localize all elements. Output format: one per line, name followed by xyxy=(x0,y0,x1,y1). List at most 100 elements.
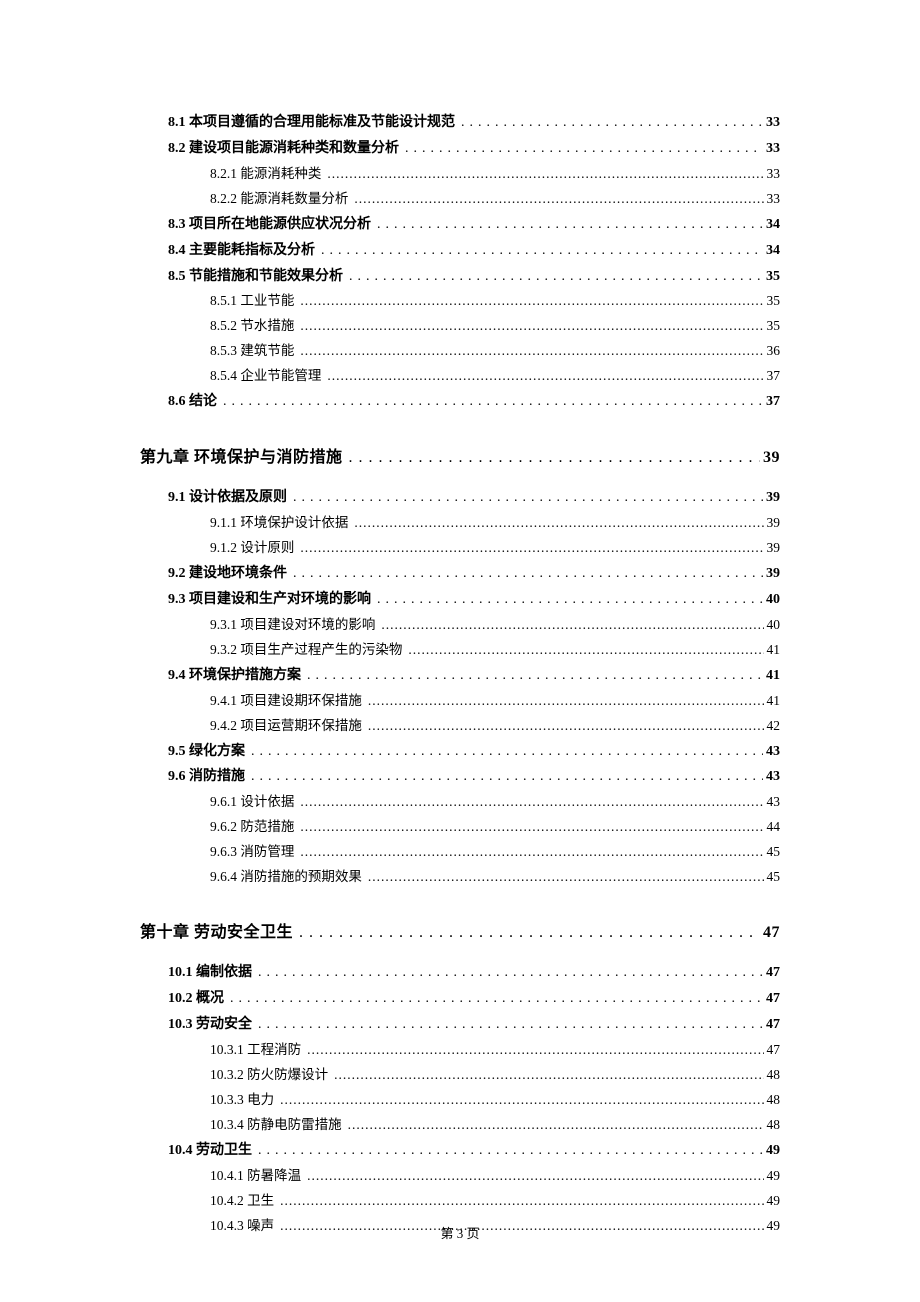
toc-entry: 10.2 概况47 xyxy=(168,986,780,1012)
toc-title: 8.1 本项目遵循的合理用能标准及节能设计规范 xyxy=(168,110,455,136)
toc-title: 8.2 建设项目能源消耗种类和数量分析 xyxy=(168,136,399,162)
toc-page: 35 xyxy=(766,264,780,290)
toc-leader xyxy=(300,314,763,339)
toc-title: 10.3 劳动安全 xyxy=(168,1012,252,1038)
toc-entry: 8.5.2 节水措施35 xyxy=(210,314,780,339)
toc-leader xyxy=(300,339,763,364)
toc-entry: 8.2.1 能源消耗种类33 xyxy=(210,162,780,187)
toc-page: 44 xyxy=(767,815,781,840)
toc-leader xyxy=(327,162,763,187)
toc-page: 39 xyxy=(766,485,780,511)
toc-title: 10.1 编制依据 xyxy=(168,960,252,986)
toc-page: 37 xyxy=(767,364,781,389)
toc-entry: 10.3 劳动安全 47 xyxy=(168,1012,780,1038)
toc-leader xyxy=(405,136,763,162)
toc-page: 48 xyxy=(767,1113,781,1138)
toc-page: 49 xyxy=(767,1164,781,1189)
toc-page: 48 xyxy=(767,1063,781,1088)
toc-entry: 10.1 编制依据 47 xyxy=(168,960,780,986)
toc-entry: 9.4.1 项目建设期环保措施 41 xyxy=(210,689,780,714)
toc-title: 10.3.4 防静电防雷措施 xyxy=(210,1113,342,1138)
toc-page: 43 xyxy=(766,739,780,765)
toc-entry: 9.6 消防措施43 xyxy=(168,764,780,790)
toc-entry: 10.3.1 工程消防47 xyxy=(210,1038,780,1063)
toc-title: 9.6.3 消防管理 xyxy=(210,840,294,865)
toc-page: 37 xyxy=(766,389,780,415)
toc-page: 45 xyxy=(767,840,781,865)
toc-leader xyxy=(258,1012,763,1038)
toc-entry: 10.3.2 防火防爆设计 48 xyxy=(210,1063,780,1088)
toc-title: 9.4 环境保护措施方案 xyxy=(168,663,301,689)
toc-title: 8.5.4 企业节能管理 xyxy=(210,364,321,389)
toc-page: 47 xyxy=(766,1012,780,1038)
toc-leader xyxy=(349,264,763,290)
toc-page: 35 xyxy=(767,289,781,314)
toc-title: 第十章 劳动安全卫生 xyxy=(140,918,293,942)
toc-entry: 9.1.1 环境保护设计依据39 xyxy=(210,511,780,536)
toc-page: 34 xyxy=(766,212,780,238)
toc-entry: 9.1.2 设计原则39 xyxy=(210,536,780,561)
toc-leader xyxy=(300,289,763,314)
toc-leader xyxy=(377,587,763,613)
toc-entry: 8.1 本项目遵循的合理用能标准及节能设计规范 33 xyxy=(168,110,780,136)
toc-entry: 9.3.1 项目建设对环境的影响40 xyxy=(210,613,780,638)
toc-title: 8.5.1 工业节能 xyxy=(210,289,294,314)
toc-leader xyxy=(334,1063,763,1088)
toc-title: 9.6.4 消防措施的预期效果 xyxy=(210,865,362,890)
toc-title: 9.1 设计依据及原则 xyxy=(168,485,287,511)
toc-leader xyxy=(348,1113,764,1138)
toc-entry: 9.6.4 消防措施的预期效果 45 xyxy=(210,865,780,890)
toc-leader xyxy=(280,1189,763,1214)
toc-title: 10.3.3 电力 xyxy=(210,1088,274,1113)
toc-leader xyxy=(293,485,763,511)
toc-title: 第九章 环境保护与消防措施 xyxy=(140,443,343,467)
toc-entry: 10.3.3 电力48 xyxy=(210,1088,780,1113)
toc-entry: 10.4 劳动卫生49 xyxy=(168,1138,780,1164)
toc-page: 41 xyxy=(767,689,781,714)
toc-leader xyxy=(300,536,763,561)
toc-entry: 8.5.3 建筑节能36 xyxy=(210,339,780,364)
toc-entry: 8.5 节能措施和节能效果分析 35 xyxy=(168,264,780,290)
toc-leader xyxy=(461,110,763,136)
toc-title: 10.2 概况 xyxy=(168,986,224,1012)
toc-entry: 8.4 主要能耗指标及分析34 xyxy=(168,238,780,264)
toc-leader xyxy=(354,187,763,212)
toc-page: 40 xyxy=(766,587,780,613)
toc-entry: 9.1 设计依据及原则 39 xyxy=(168,485,780,511)
toc-entry: 8.3 项目所在地能源供应状况分析34 xyxy=(168,212,780,238)
toc-page: 45 xyxy=(767,865,781,890)
toc-entry: 8.2 建设项目能源消耗种类和数量分析33 xyxy=(168,136,780,162)
toc-leader xyxy=(258,1138,763,1164)
toc-page: 33 xyxy=(766,110,780,136)
toc-title: 8.2.1 能源消耗种类 xyxy=(210,162,321,187)
toc-title: 8.5 节能措施和节能效果分析 xyxy=(168,264,343,290)
toc-leader xyxy=(300,840,763,865)
toc-leader xyxy=(349,449,760,467)
toc-entry: 10.4.1 防暑降温49 xyxy=(210,1164,780,1189)
toc-entry: 9.3 项目建设和生产对环境的影响 40 xyxy=(168,587,780,613)
toc-leader xyxy=(354,511,763,536)
toc-title: 9.6 消防措施 xyxy=(168,764,245,790)
toc-page: 39 xyxy=(763,449,780,467)
toc-title: 9.3.2 项目生产过程产生的污染物 xyxy=(210,638,402,663)
toc-title: 8.5.3 建筑节能 xyxy=(210,339,294,364)
toc-page: 47 xyxy=(766,960,780,986)
toc-title: 9.4.1 项目建设期环保措施 xyxy=(210,689,362,714)
toc-page: 34 xyxy=(766,238,780,264)
toc-leader xyxy=(368,689,764,714)
toc-container: 8.1 本项目遵循的合理用能标准及节能设计规范338.2 建设项目能源消耗种类和… xyxy=(140,110,780,1239)
toc-leader xyxy=(327,364,763,389)
toc-page: 39 xyxy=(767,536,781,561)
toc-page: 40 xyxy=(767,613,781,638)
toc-title: 9.4.2 项目运营期环保措施 xyxy=(210,714,362,739)
toc-title: 9.5 绿化方案 xyxy=(168,739,245,765)
toc-title: 10.3.2 防火防爆设计 xyxy=(210,1063,328,1088)
toc-page: 49 xyxy=(767,1189,781,1214)
toc-title: 9.3 项目建设和生产对环境的影响 xyxy=(168,587,371,613)
toc-entry: 9.2 建设地环境条件39 xyxy=(168,561,780,587)
toc-title: 9.6.1 设计依据 xyxy=(210,790,294,815)
toc-page: 47 xyxy=(767,1038,781,1063)
toc-entry: 9.4 环境保护措施方案41 xyxy=(168,663,780,689)
toc-title: 9.2 建设地环境条件 xyxy=(168,561,287,587)
toc-page: 49 xyxy=(766,1138,780,1164)
